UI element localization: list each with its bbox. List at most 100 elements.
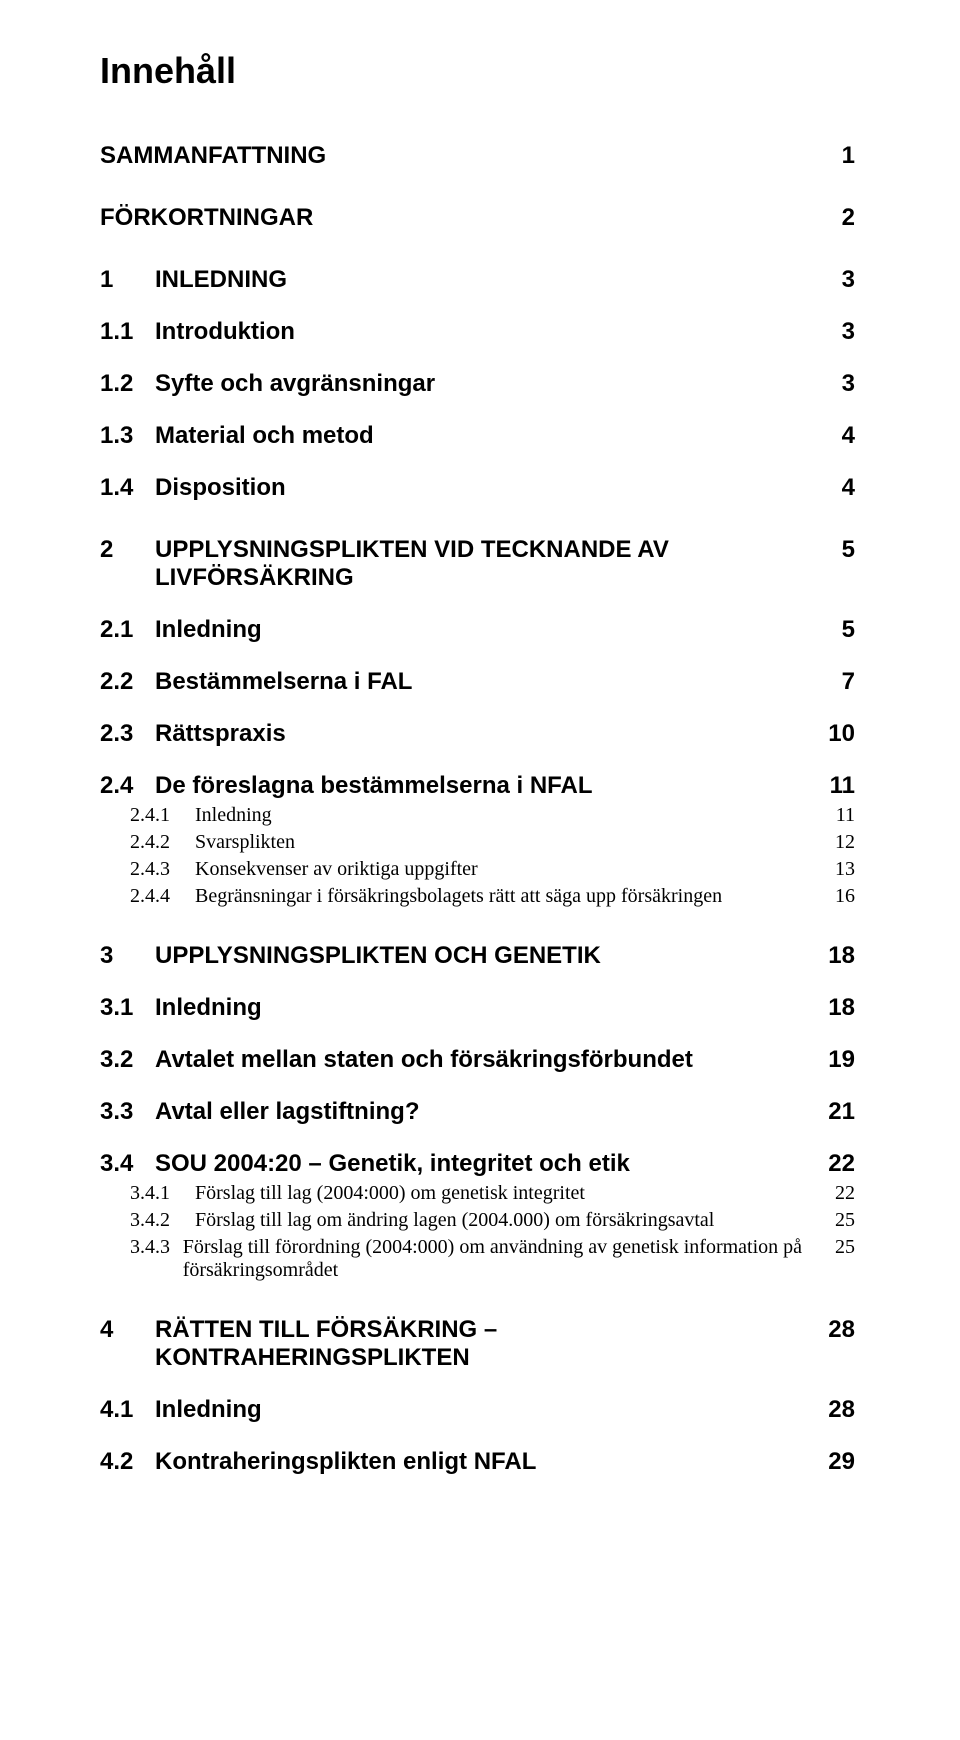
toc-row: 4.1Inledning 28: [100, 1396, 855, 1424]
toc-row: 1.1Introduktion3: [100, 318, 855, 346]
toc-page-number: 5: [815, 536, 855, 564]
toc-row: 1INLEDNING 3: [100, 266, 855, 294]
toc-label: De föreslagna bestämmelserna i NFAL: [155, 772, 592, 800]
toc-row: 1.3Material och metod 4: [100, 422, 855, 450]
toc-row-left: 4.2Kontraheringsplikten enligt NFAL: [100, 1448, 536, 1476]
toc-page-number: 5: [815, 616, 855, 644]
toc-number: 3.2: [100, 1046, 155, 1074]
toc-row: 2.4.1Inledning 11: [100, 804, 855, 827]
toc-page-number: 1: [815, 142, 855, 170]
toc-row-left: 1.4Disposition: [100, 474, 286, 502]
toc-number: 3.3: [100, 1098, 155, 1126]
toc-label: Inledning: [155, 1396, 262, 1424]
toc-row-left: 3.1Inledning: [100, 994, 262, 1022]
toc-row: 2.1Inledning 5: [100, 616, 855, 644]
toc-number: 2.4: [100, 772, 155, 800]
toc-page-number: 21: [815, 1098, 855, 1126]
toc-row: SAMMANFATTNING 1: [100, 142, 855, 170]
toc-row: 4RÄTTEN TILL FÖRSÄKRING – KONTRAHERINGSP…: [100, 1316, 855, 1372]
toc-row-left: 2UPPLYSNINGSPLIKTEN VID TECKNANDE AV LIV…: [100, 536, 795, 592]
toc-number: 2.4.2: [130, 831, 195, 854]
toc-page-number: 22: [815, 1182, 855, 1205]
toc-number: 1: [100, 266, 155, 294]
toc-row-left: 3UPPLYSNINGSPLIKTEN OCH GENETIK: [100, 942, 601, 970]
toc-page-number: 12: [815, 831, 855, 854]
toc-label: UPPLYSNINGSPLIKTEN OCH GENETIK: [155, 942, 601, 970]
toc-page-number: 22: [815, 1150, 855, 1178]
toc-number: 2.2: [100, 668, 155, 696]
toc-row-left: 2.4.3Konsekvenser av oriktiga uppgifter: [100, 858, 478, 881]
toc-label: Förslag till lag om ändring lagen (2004.…: [195, 1209, 714, 1232]
toc-row: 3UPPLYSNINGSPLIKTEN OCH GENETIK 18: [100, 942, 855, 970]
toc-row-left: 1.1Introduktion: [100, 318, 295, 346]
toc-label: Begränsningar i försäkringsbolagets rätt…: [195, 885, 722, 908]
toc-number: 4.1: [100, 1396, 155, 1424]
toc-row-left: FÖRKORTNINGAR: [100, 204, 313, 232]
toc-label: Bestämmelserna i FAL: [155, 668, 412, 696]
toc-row: 2.4.2Svarsplikten 12: [100, 831, 855, 854]
toc-page-number: 3: [815, 266, 855, 294]
toc-row: 3.3Avtal eller lagstiftning? 21: [100, 1098, 855, 1126]
toc-number: 2.4.3: [130, 858, 195, 881]
toc-row: 3.4.3Förslag till förordning (2004:000) …: [100, 1236, 855, 1282]
toc-number: 2.4.1: [130, 804, 195, 827]
toc-number: 4: [100, 1316, 155, 1344]
toc-label: SOU 2004:20 – Genetik, integritet och et…: [155, 1150, 630, 1178]
toc-number: 2: [100, 536, 155, 564]
toc-row-left: 3.2Avtalet mellan staten och försäkrings…: [100, 1046, 693, 1074]
toc-row-left: 2.4.2Svarsplikten: [100, 831, 295, 854]
toc-label: Avtal eller lagstiftning?: [155, 1098, 419, 1126]
toc-page-number: 18: [815, 942, 855, 970]
toc-page-number: 18: [815, 994, 855, 1022]
toc-row-left: 3.4.1Förslag till lag (2004:000) om gene…: [100, 1182, 585, 1205]
toc-label: RÄTTEN TILL FÖRSÄKRING – KONTRAHERINGSPL…: [155, 1316, 795, 1372]
toc-label: Förslag till förordning (2004:000) om an…: [183, 1236, 815, 1282]
toc-number: 3: [100, 942, 155, 970]
toc-number: 2.3: [100, 720, 155, 748]
toc-number: 3.4.3: [130, 1236, 183, 1259]
toc-label: Inledning: [155, 616, 262, 644]
page: Innehåll SAMMANFATTNING1FÖRKORTNINGAR21I…: [0, 0, 960, 1740]
toc-label: Inledning: [195, 804, 272, 827]
toc-number: 2.1: [100, 616, 155, 644]
toc-number: 3.4: [100, 1150, 155, 1178]
toc-row-left: 4RÄTTEN TILL FÖRSÄKRING – KONTRAHERINGSP…: [100, 1316, 795, 1372]
toc-label: Förslag till lag (2004:000) om genetisk …: [195, 1182, 585, 1205]
toc-number: 1.2: [100, 370, 155, 398]
toc-row: FÖRKORTNINGAR2: [100, 204, 855, 232]
toc-page-number: 4: [815, 474, 855, 502]
toc-label: Introduktion: [155, 318, 295, 346]
toc-row-left: 1.3Material och metod: [100, 422, 374, 450]
toc-row: 4.2Kontraheringsplikten enligt NFAL 29: [100, 1448, 855, 1476]
toc-number: 3.4.1: [130, 1182, 195, 1205]
toc-row: 3.2Avtalet mellan staten och försäkrings…: [100, 1046, 855, 1074]
toc-row: 3.4.1Förslag till lag (2004:000) om gene…: [100, 1182, 855, 1205]
toc-page-number: 11: [815, 804, 855, 827]
toc-row-left: 3.4SOU 2004:20 – Genetik, integritet och…: [100, 1150, 630, 1178]
toc-row: 2UPPLYSNINGSPLIKTEN VID TECKNANDE AV LIV…: [100, 536, 855, 592]
toc-row-left: SAMMANFATTNING: [100, 142, 326, 170]
toc-page-number: 25: [815, 1209, 855, 1232]
toc-row-left: 1INLEDNING: [100, 266, 287, 294]
page-title: Innehåll: [100, 50, 855, 92]
toc-row: 2.4De föreslagna bestämmelserna i NFAL 11: [100, 772, 855, 800]
toc-page-number: 10: [815, 720, 855, 748]
toc-number: 1.3: [100, 422, 155, 450]
toc-row-left: 2.4De föreslagna bestämmelserna i NFAL: [100, 772, 592, 800]
toc-row: 2.4.4Begränsningar i försäkringsbolagets…: [100, 885, 855, 908]
toc-page-number: 29: [815, 1448, 855, 1476]
toc-row-left: 1.2Syfte och avgränsningar: [100, 370, 435, 398]
toc-row: 1.4Disposition 4: [100, 474, 855, 502]
toc-page-number: 3: [815, 370, 855, 398]
toc-row-left: 2.2Bestämmelserna i FAL: [100, 668, 412, 696]
toc-page-number: 19: [815, 1046, 855, 1074]
toc-page-number: 4: [815, 422, 855, 450]
toc-page-number: 25: [815, 1236, 855, 1259]
toc-row: 2.3Rättspraxis10: [100, 720, 855, 748]
toc-row-left: 3.4.2Förslag till lag om ändring lagen (…: [100, 1209, 714, 1232]
toc-page-number: 28: [815, 1396, 855, 1424]
toc-label: Material och metod: [155, 422, 374, 450]
toc-page-number: 11: [815, 772, 855, 800]
toc-label: Kontraheringsplikten enligt NFAL: [155, 1448, 536, 1476]
toc-row: 3.4SOU 2004:20 – Genetik, integritet och…: [100, 1150, 855, 1178]
